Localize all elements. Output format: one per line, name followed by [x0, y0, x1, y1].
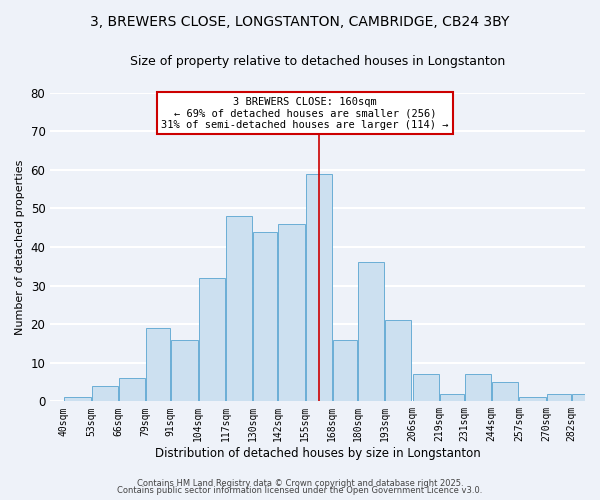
Y-axis label: Number of detached properties: Number of detached properties	[15, 160, 25, 334]
Title: Size of property relative to detached houses in Longstanton: Size of property relative to detached ho…	[130, 55, 505, 68]
Bar	[278, 224, 305, 402]
Bar	[440, 394, 464, 402]
Bar	[492, 382, 518, 402]
Bar	[64, 398, 91, 402]
Bar	[385, 320, 412, 402]
X-axis label: Distribution of detached houses by size in Longstanton: Distribution of detached houses by size …	[155, 447, 481, 460]
Bar	[572, 394, 598, 402]
Bar	[199, 278, 225, 402]
Text: 3 BREWERS CLOSE: 160sqm
← 69% of detached houses are smaller (256)
31% of semi-d: 3 BREWERS CLOSE: 160sqm ← 69% of detache…	[161, 96, 449, 130]
Bar	[520, 398, 545, 402]
Text: 3, BREWERS CLOSE, LONGSTANTON, CAMBRIDGE, CB24 3BY: 3, BREWERS CLOSE, LONGSTANTON, CAMBRIDGE…	[91, 15, 509, 29]
Bar	[146, 328, 170, 402]
Text: Contains public sector information licensed under the Open Government Licence v3: Contains public sector information licen…	[118, 486, 482, 495]
Bar	[92, 386, 118, 402]
Bar	[358, 262, 384, 402]
Bar	[547, 394, 571, 402]
Bar	[119, 378, 145, 402]
Bar	[253, 232, 277, 402]
Bar	[413, 374, 439, 402]
Bar	[305, 174, 332, 402]
Text: Contains HM Land Registry data © Crown copyright and database right 2025.: Contains HM Land Registry data © Crown c…	[137, 478, 463, 488]
Bar	[172, 340, 197, 402]
Bar	[333, 340, 357, 402]
Bar	[226, 216, 252, 402]
Bar	[465, 374, 491, 402]
